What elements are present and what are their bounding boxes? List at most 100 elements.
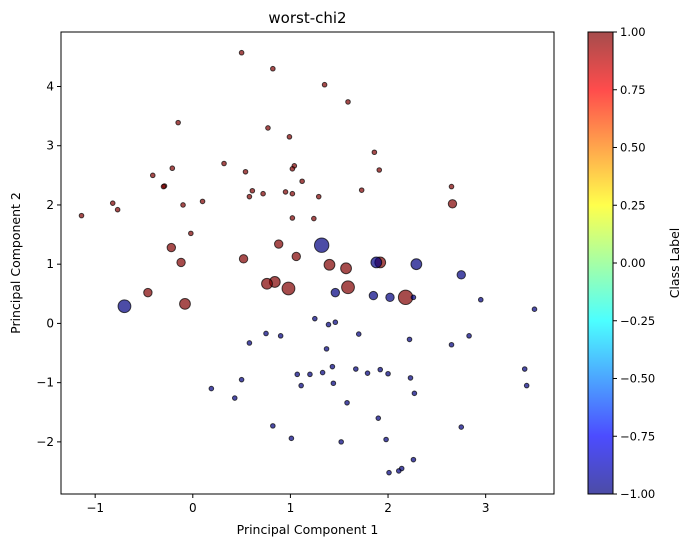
y-tick-label: 2: [46, 198, 54, 212]
data-point: [386, 469, 392, 476]
data-point: [458, 424, 465, 430]
data-point: [307, 371, 313, 378]
data-point: [176, 257, 186, 268]
data-point: [298, 382, 304, 389]
data-point: [199, 198, 206, 205]
data-point: [175, 119, 181, 126]
data-point: [364, 370, 371, 376]
data-point: [410, 258, 423, 271]
colorbar-tick-label: −0.25: [620, 314, 655, 328]
data-point: [406, 336, 413, 343]
data-point: [330, 380, 337, 387]
data-point: [323, 258, 336, 271]
y-tick-label: 4: [46, 79, 54, 93]
y-tick-label: 1: [46, 257, 54, 271]
data-point: [370, 256, 383, 269]
data-point: [531, 306, 538, 313]
data-point: [385, 370, 391, 377]
data-point: [160, 183, 167, 190]
x-tick-label: 1: [287, 501, 295, 515]
data-point: [385, 292, 395, 303]
data-point: [289, 190, 296, 197]
data-point: [238, 49, 245, 56]
data-point: [368, 290, 379, 301]
data-point: [270, 423, 276, 429]
y-tick-label: −1: [36, 376, 54, 390]
data-point: [448, 341, 455, 348]
data-point: [325, 321, 332, 328]
data-point: [221, 160, 227, 167]
data-point: [180, 202, 186, 208]
x-tick-label: 2: [384, 501, 392, 515]
colorbar-tick-label: 1.00: [620, 25, 646, 39]
data-point: [289, 166, 296, 172]
data-point: [169, 165, 176, 172]
data-point: [246, 193, 253, 200]
plot-area-frame: [60, 31, 555, 495]
data-point: [477, 296, 484, 303]
data-point: [358, 187, 365, 193]
data-point: [265, 125, 271, 131]
colorbar-label: Class Label: [667, 228, 682, 299]
data-point: [286, 134, 293, 140]
data-point: [294, 371, 301, 378]
data-point: [375, 415, 382, 421]
data-point: [263, 330, 269, 337]
data-point: [270, 65, 276, 72]
data-point: [319, 369, 326, 376]
y-axis-ticks: −2 −1 0 1 2 3 4: [36, 79, 61, 449]
data-point: [340, 262, 352, 275]
x-axis-label: Principal Component 1: [237, 522, 379, 537]
data-point: [377, 366, 384, 373]
data-point: [249, 187, 256, 194]
data-point: [149, 172, 156, 179]
data-point: [411, 390, 418, 397]
data-point: [246, 340, 253, 346]
data-point: [238, 254, 249, 264]
data-point: [188, 230, 194, 237]
data-point: [341, 280, 355, 295]
y-tick-label: −2: [36, 435, 54, 449]
data-point: [274, 239, 284, 249]
data-point: [109, 200, 116, 206]
data-point: [260, 190, 266, 197]
data-point: [312, 315, 318, 322]
data-point: [371, 149, 378, 156]
data-point: [261, 277, 273, 290]
x-tick-label: −1: [86, 501, 104, 515]
data-point: [407, 375, 414, 381]
data-point: [376, 167, 383, 173]
data-point: [281, 281, 296, 296]
data-point: [523, 382, 530, 389]
data-point: [355, 331, 362, 337]
data-point: [299, 178, 305, 185]
colorbar-tick-label: −1.00: [620, 487, 655, 501]
data-point: [143, 287, 153, 298]
x-axis-ticks: −1 0 1 2 3: [86, 494, 489, 515]
data-point: [321, 81, 328, 88]
y-tick-label: 3: [46, 139, 54, 153]
data-point: [238, 376, 245, 383]
y-axis-label: Principal Component 2: [8, 192, 23, 334]
data-point: [345, 99, 351, 105]
data-point: [466, 333, 472, 339]
data-point: [456, 270, 466, 280]
data-point: [288, 435, 295, 442]
colorbar-tick-label: 0.50: [620, 141, 646, 155]
data-point: [179, 297, 191, 310]
data-point: [166, 242, 177, 253]
colorbar-tick-label: 0.00: [620, 256, 646, 270]
data-point: [410, 456, 417, 463]
data-point: [353, 366, 359, 372]
data-point: [242, 168, 249, 175]
colorbar-tick-label: −0.50: [620, 372, 655, 386]
x-tick-label: 0: [189, 501, 197, 515]
data-point: [313, 237, 330, 253]
data-point: [291, 251, 301, 262]
colorbar-tick-label: 0.25: [620, 198, 646, 212]
data-point: [282, 189, 289, 195]
colorbar-tick-label: 0.75: [620, 83, 646, 97]
data-point: [289, 215, 296, 221]
chart-title: worst-chi2: [268, 9, 346, 27]
